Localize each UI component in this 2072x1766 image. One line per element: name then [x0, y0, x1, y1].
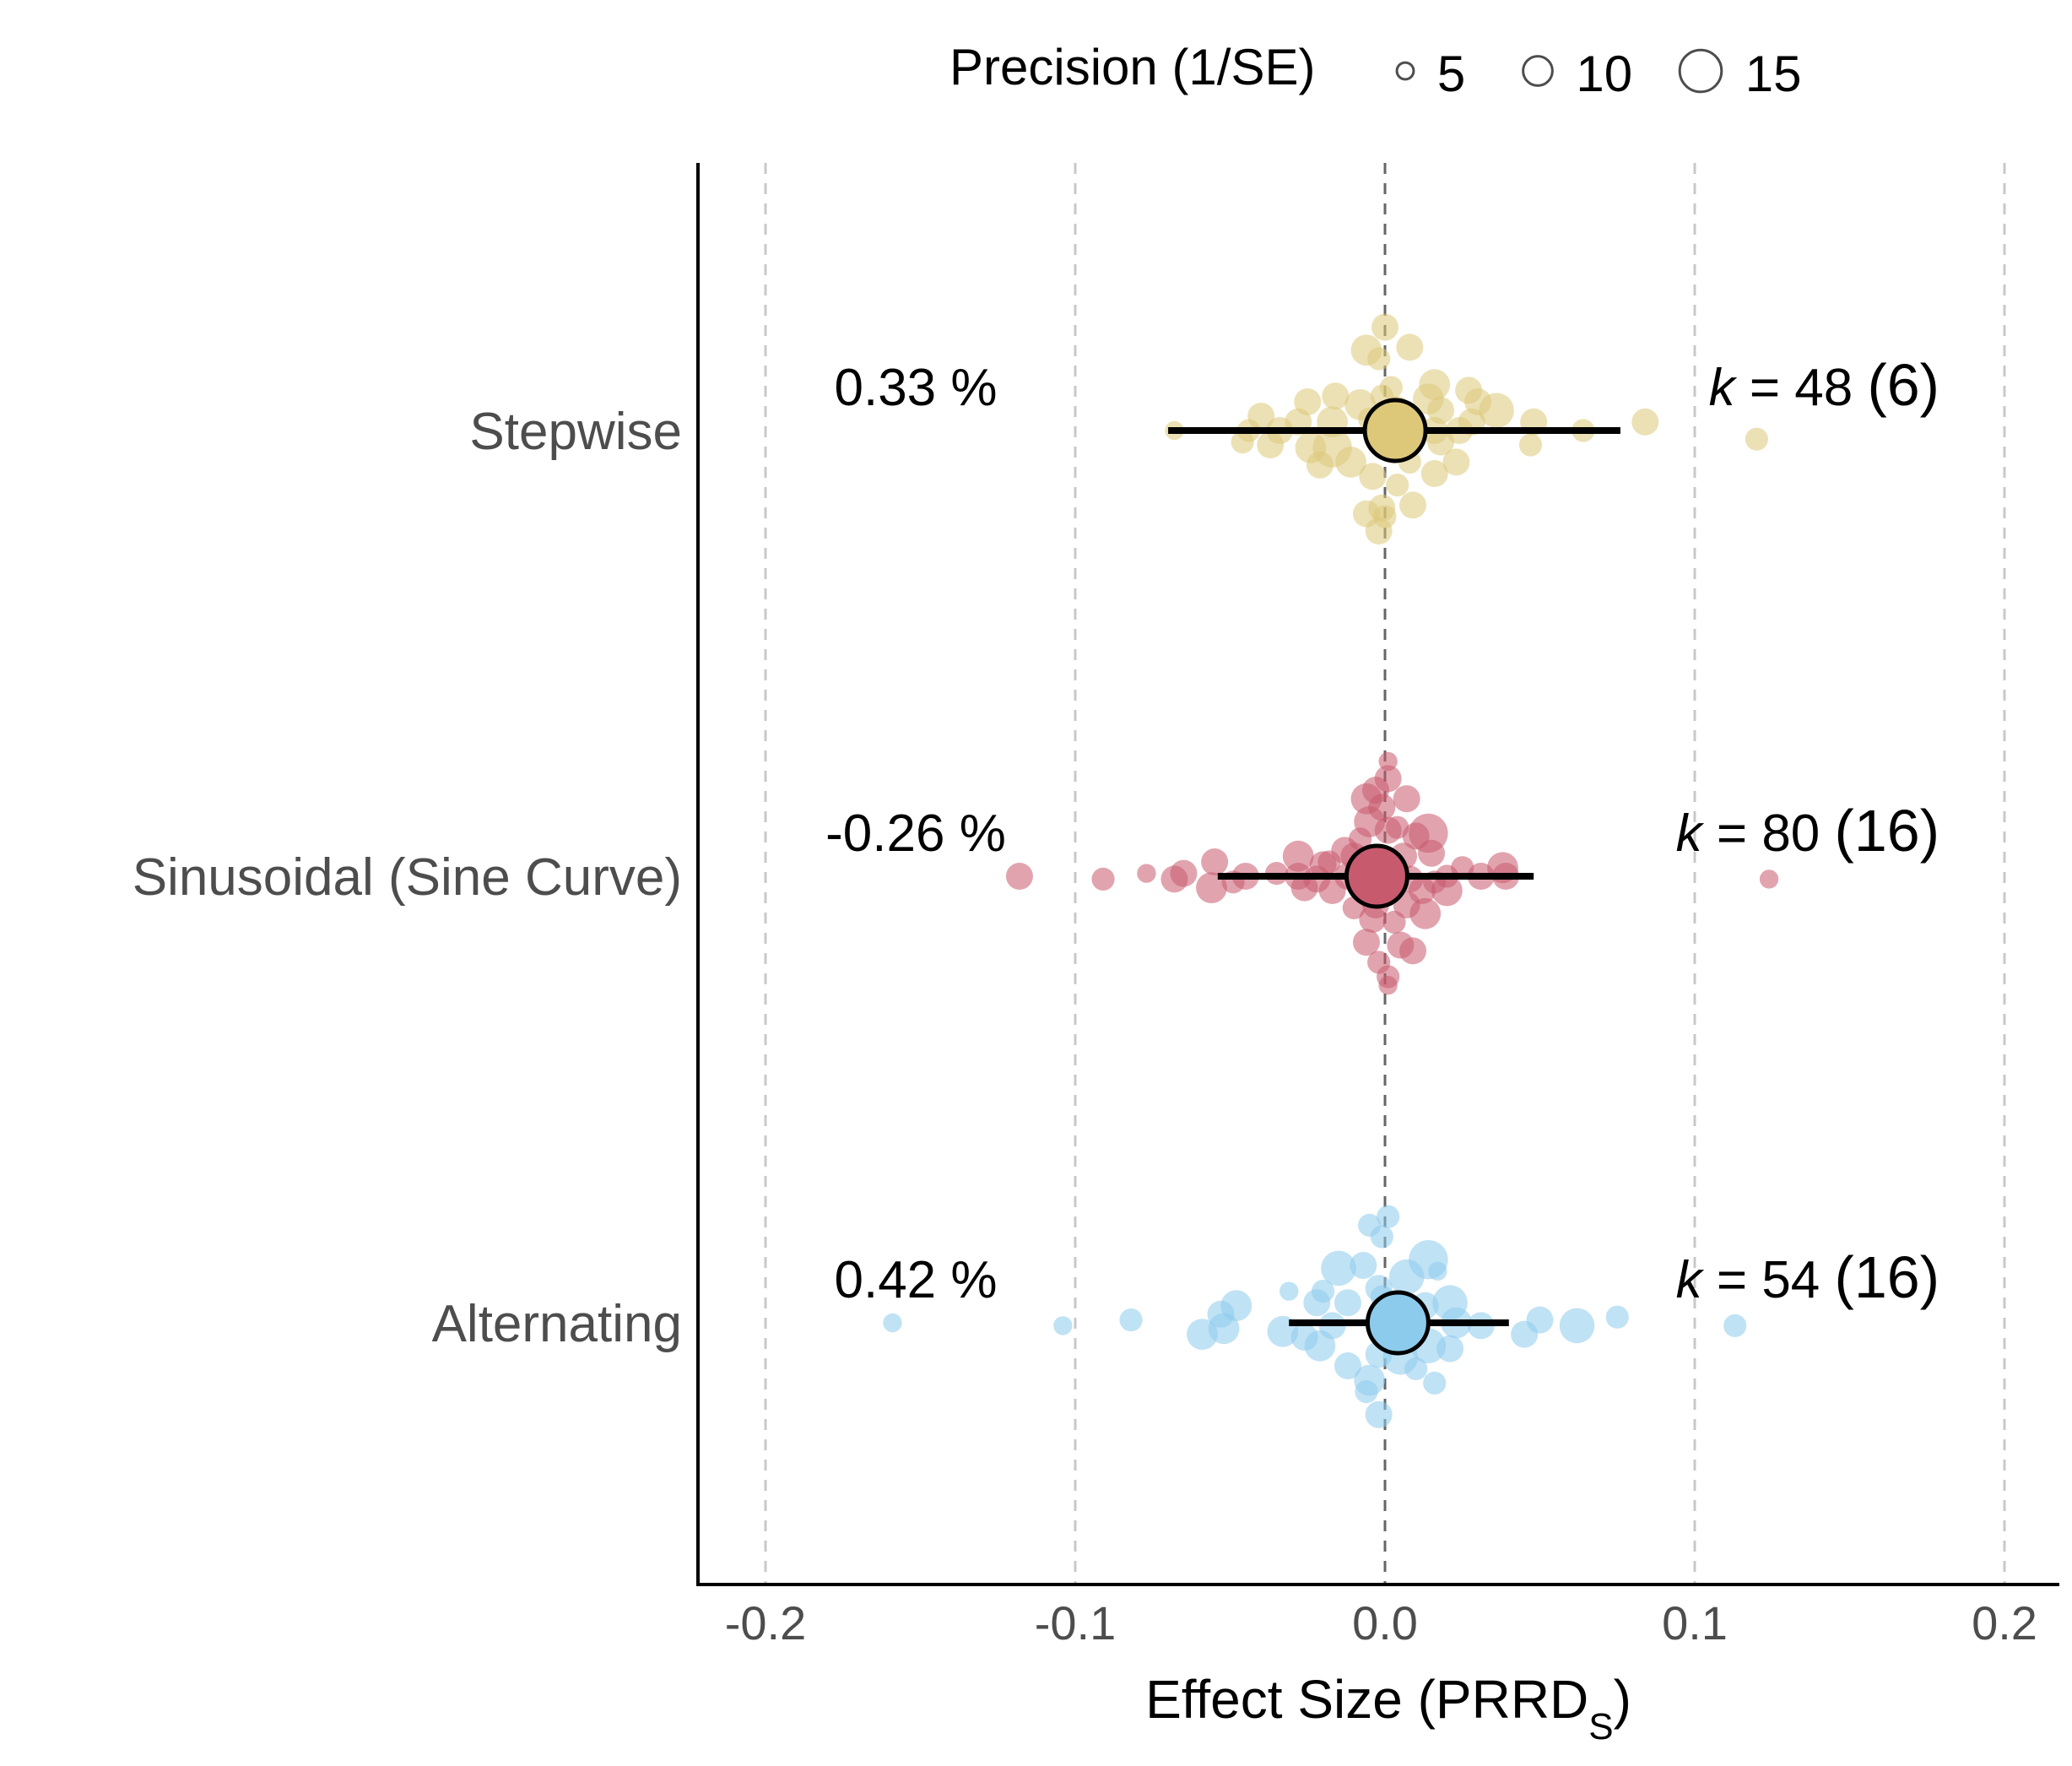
effect-point: [1294, 388, 1322, 415]
effect-point: [1420, 460, 1448, 487]
effect-point: [1427, 428, 1455, 456]
category-label: Alternating: [432, 1295, 682, 1353]
effect-point: [1373, 505, 1397, 528]
effect-point: [1378, 976, 1398, 995]
effect-point: [1631, 408, 1659, 436]
effect-point: [1352, 929, 1380, 956]
effect-point: [1160, 865, 1188, 893]
x-tick-label: 0.1: [1662, 1596, 1728, 1650]
effect-point: [1321, 1250, 1356, 1287]
effect-point: [1005, 863, 1033, 890]
effect-point: [883, 1313, 902, 1333]
effect-point: [1723, 1314, 1747, 1337]
legend-size-circle: [1522, 55, 1554, 87]
k-count-label: k = 80 (16): [1676, 798, 1939, 864]
effect-point: [1386, 474, 1409, 497]
effect-point: [1365, 1400, 1393, 1428]
effect-point: [1377, 1205, 1400, 1228]
effect-point: [1382, 910, 1406, 934]
x-tick-label: -0.2: [725, 1596, 807, 1650]
legend-size-label: 15: [1745, 46, 1802, 102]
effect-point: [1436, 1335, 1464, 1362]
effect-point: [1399, 491, 1427, 519]
effect-point: [1464, 388, 1492, 415]
category-label: Stepwise: [469, 403, 682, 461]
effect-point: [1399, 937, 1427, 965]
effect-point: [1196, 872, 1227, 903]
x-tick-label: -0.1: [1035, 1596, 1117, 1650]
effect-point: [1518, 433, 1543, 457]
effect-point: [1367, 347, 1391, 371]
effect-point: [1257, 431, 1285, 458]
effect-point: [1334, 1289, 1361, 1317]
effect-point: [1442, 448, 1470, 476]
pooled-estimate: [1344, 843, 1409, 909]
x-tick-label: 0.2: [1972, 1596, 2037, 1650]
effect-point: [1053, 1316, 1073, 1335]
effect-point: [1335, 447, 1367, 478]
effect-point: [1282, 840, 1314, 872]
category-label: Sinusoidal (Sine Curve): [133, 848, 682, 907]
k-count-label: k = 48 (6): [1709, 352, 1939, 418]
effect-point: [1303, 1289, 1331, 1317]
effect-point: [1371, 313, 1398, 341]
effect-point: [1231, 430, 1254, 454]
effect-point: [1359, 906, 1387, 933]
effect-point: [1137, 864, 1156, 883]
legend-size-circle: [1678, 48, 1723, 94]
legend-size-label: 10: [1576, 46, 1632, 102]
x-tick-label: 0.0: [1352, 1596, 1418, 1650]
effect-point: [1404, 1357, 1428, 1380]
series-group: Alternating 0.42 % k = 54 (16): [432, 1205, 1939, 1428]
effect-point: [1317, 850, 1341, 874]
effect-point: [1374, 816, 1402, 844]
effect-point: [1355, 1380, 1378, 1404]
effect-point: [1119, 1308, 1143, 1332]
series-layer: Stepwise 0.33 % k = 48 (6) Sinusoidal (Sine…: [133, 313, 1939, 1428]
series-group: Stepwise 0.33 % k = 48 (6): [469, 313, 1939, 544]
effect-point: [1745, 427, 1768, 451]
effect-point: [1559, 1308, 1595, 1344]
effect-point: [1334, 1352, 1361, 1379]
pooled-estimate: [1365, 1290, 1431, 1356]
pooled-percent-label: 0.33 %: [834, 359, 997, 417]
effect-point: [1393, 785, 1420, 813]
k-count-label: k = 54 (16): [1676, 1244, 1939, 1310]
effect-point: [1322, 382, 1350, 410]
effect-point: [1418, 839, 1446, 867]
effect-point: [1091, 867, 1115, 891]
effect-point: [1511, 1320, 1539, 1348]
series-group: Sinusoidal (Sine Curve) -0.26 % k = 80 (16…: [133, 751, 1939, 995]
pooled-estimate: [1362, 398, 1428, 463]
legend: Precision (1/SE) 5 10 15: [949, 39, 1802, 102]
legend-title: Precision (1/SE): [949, 39, 1315, 95]
effect-point: [1423, 1371, 1447, 1395]
effect-point: [1279, 1281, 1299, 1301]
effect-point: [1304, 1330, 1336, 1362]
effect-point: [1187, 1319, 1218, 1350]
legend-size-circle: [1395, 61, 1415, 81]
effect-point: [1605, 1305, 1629, 1329]
effect-point: [1388, 1259, 1425, 1295]
effect-point: [1409, 897, 1442, 929]
effect-point: [1306, 451, 1334, 479]
pooled-percent-label: 0.42 %: [834, 1251, 997, 1309]
x-tick-labels: -0.2 -0.1 0.0 0.1 0.2: [725, 1596, 2037, 1650]
effect-point: [1370, 1225, 1393, 1249]
effect-point: [1350, 1252, 1377, 1279]
legend-size-label: 5: [1437, 46, 1465, 102]
effect-point: [1759, 869, 1779, 889]
x-axis-title: Effect Size (PRRDS): [1145, 1669, 1631, 1747]
effect-point: [1359, 463, 1387, 490]
effect-point: [1201, 848, 1229, 875]
pooled-percent-label: -0.26 %: [825, 804, 1006, 863]
effect-point: [1428, 1261, 1447, 1281]
effect-point: [1396, 333, 1424, 361]
